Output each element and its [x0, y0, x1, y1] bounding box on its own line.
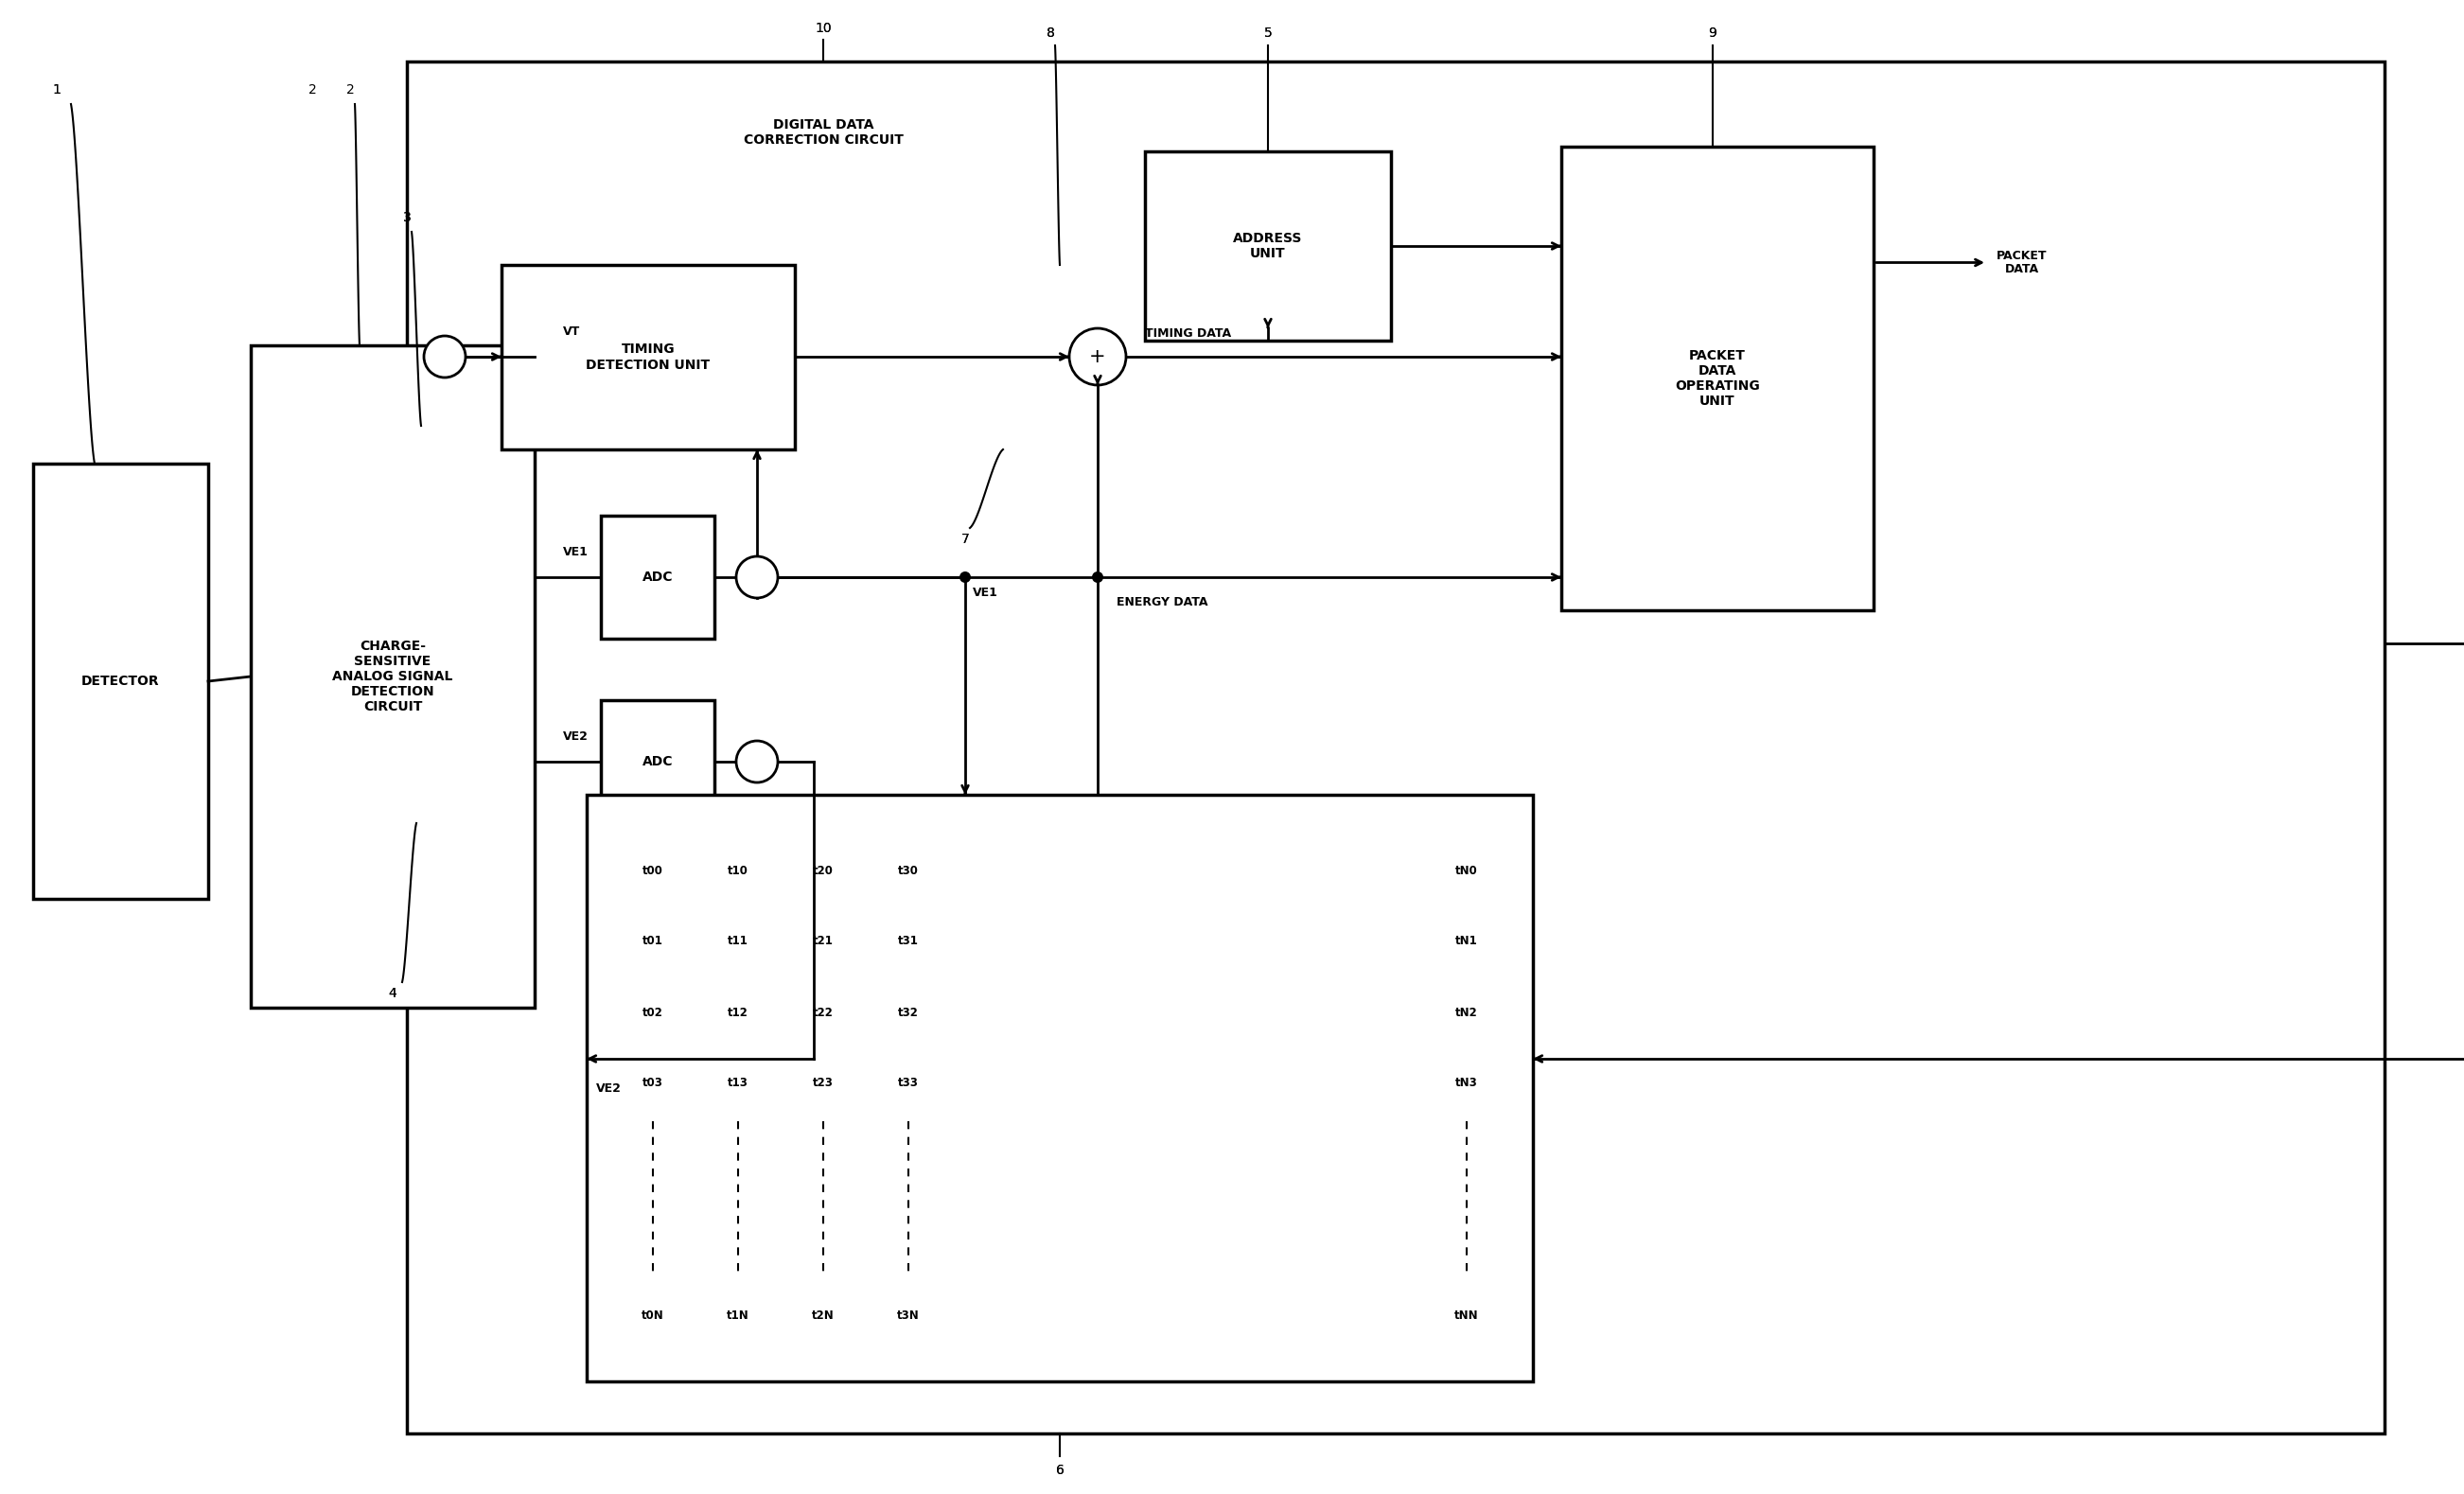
Text: t2N: t2N [813, 1309, 835, 1321]
Bar [1562, 146, 1873, 610]
Text: VE2: VE2 [562, 731, 589, 743]
Text: tNN: tNN [1454, 1309, 1478, 1321]
Text: VT: VT [562, 326, 582, 338]
Text: 10: 10 [816, 22, 830, 34]
Text: DETECTOR: DETECTOR [81, 675, 160, 687]
Text: 5: 5 [1264, 27, 1271, 40]
Bar [1146, 151, 1392, 341]
Text: t02: t02 [643, 1007, 663, 1019]
Text: ADC: ADC [643, 754, 673, 768]
Text: 8: 8 [1047, 27, 1055, 40]
Text: 6: 6 [1055, 1464, 1064, 1478]
Text: 9: 9 [1708, 27, 1717, 40]
Text: VE2: VE2 [596, 1083, 621, 1095]
Text: t10: t10 [727, 865, 749, 877]
Circle shape [1069, 329, 1126, 385]
Text: t20: t20 [813, 865, 833, 877]
Text: t31: t31 [897, 935, 919, 947]
Bar [601, 701, 715, 823]
Text: t12: t12 [727, 1007, 749, 1019]
Text: 7: 7 [961, 533, 968, 545]
Text: 2: 2 [345, 84, 355, 97]
Text: 1: 1 [52, 84, 62, 97]
Text: t11: t11 [727, 935, 749, 947]
Bar [586, 795, 1533, 1382]
Text: t23: t23 [813, 1077, 833, 1089]
Text: 10: 10 [816, 22, 830, 34]
Circle shape [424, 336, 466, 378]
Text: 9: 9 [1708, 27, 1717, 40]
Text: 7: 7 [961, 533, 968, 545]
Text: PACKET
DATA: PACKET DATA [1996, 249, 2048, 276]
Text: 6: 6 [1055, 1464, 1064, 1478]
Text: ENERGY DATA: ENERGY DATA [1116, 596, 1207, 608]
Text: ADC: ADC [643, 571, 673, 584]
Text: TIMING DATA: TIMING DATA [1146, 327, 1232, 339]
Bar [251, 345, 535, 1007]
Circle shape [737, 556, 779, 598]
Bar [407, 61, 2385, 1433]
Text: t0N: t0N [641, 1309, 665, 1321]
Text: t1N: t1N [727, 1309, 749, 1321]
Text: 8: 8 [1047, 27, 1055, 40]
Text: DIGITAL DATA
CORRECTION CIRCUIT: DIGITAL DATA CORRECTION CIRCUIT [744, 118, 904, 146]
Circle shape [958, 572, 971, 583]
Text: 2: 2 [308, 84, 315, 97]
Text: t22: t22 [813, 1007, 833, 1019]
Circle shape [737, 741, 779, 783]
Text: t21: t21 [813, 935, 833, 947]
Text: VE1: VE1 [562, 545, 589, 559]
Text: 5: 5 [1264, 27, 1271, 40]
Text: CHARGE-
SENSITIVE
ANALOG SIGNAL
DETECTION
CIRCUIT: CHARGE- SENSITIVE ANALOG SIGNAL DETECTIO… [333, 639, 453, 714]
Text: t13: t13 [727, 1077, 749, 1089]
Circle shape [1092, 572, 1104, 583]
Text: TIMING
DETECTION UNIT: TIMING DETECTION UNIT [586, 344, 710, 372]
Text: t30: t30 [897, 865, 919, 877]
Text: tN2: tN2 [1456, 1007, 1478, 1019]
Text: t32: t32 [897, 1007, 919, 1019]
Bar [32, 463, 207, 899]
Text: 4: 4 [389, 988, 397, 999]
Text: t00: t00 [643, 865, 663, 877]
Text: t03: t03 [643, 1077, 663, 1089]
Text: tN0: tN0 [1456, 865, 1478, 877]
Bar [601, 515, 715, 638]
Text: t33: t33 [897, 1077, 919, 1089]
Text: +: + [1089, 347, 1106, 366]
Text: t3N: t3N [897, 1309, 919, 1321]
Text: tN3: tN3 [1456, 1077, 1478, 1089]
Text: ADDRESS
UNIT: ADDRESS UNIT [1234, 232, 1303, 260]
Text: VE1: VE1 [973, 587, 998, 599]
Text: 1: 1 [52, 84, 62, 97]
Bar [503, 264, 796, 450]
Text: PACKET
DATA
OPERATING
UNIT: PACKET DATA OPERATING UNIT [1676, 350, 1759, 408]
Text: tN1: tN1 [1456, 935, 1478, 947]
Text: 3: 3 [402, 211, 411, 224]
Text: 3: 3 [402, 211, 411, 224]
Text: 4: 4 [389, 988, 397, 999]
Text: t01: t01 [643, 935, 663, 947]
